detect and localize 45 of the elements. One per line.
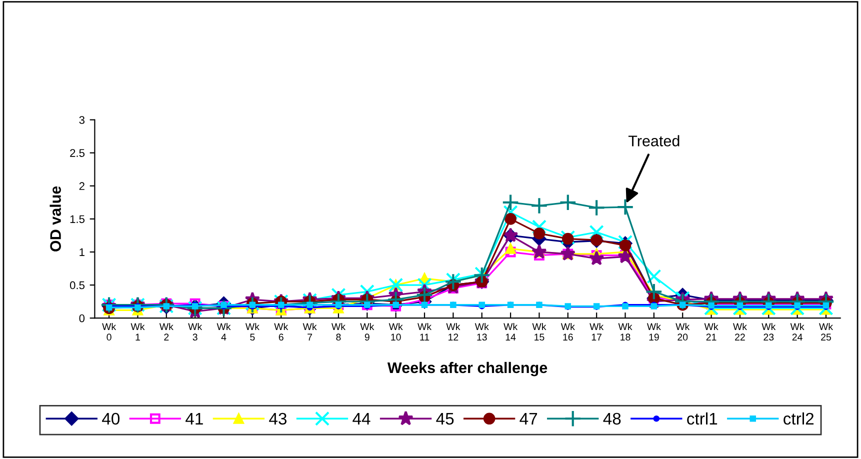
legend-label: 40 (102, 412, 120, 425)
x-tick-label: Wk 1 (130, 322, 145, 340)
legend-label: ctrl1 (687, 412, 718, 425)
y-tick-label: 0.5 (70, 281, 85, 290)
annotation: Treated (628, 135, 680, 146)
x-tick-label: Wk 19 (646, 322, 661, 341)
x-tick-label: Wk 18 (618, 322, 632, 341)
x-tick-label: Wk 25 (819, 322, 834, 341)
x-tick-label: Wk 3 (188, 322, 202, 341)
x-tick-label: Wk 17 (590, 322, 604, 340)
x-tick-label: Wk 0 (102, 322, 116, 341)
legend-label: ctrl2 (784, 412, 814, 425)
x-tick-label: Wk 11 (418, 322, 432, 340)
legend-label: 48 (603, 412, 621, 425)
legend-label: 44 (352, 413, 370, 424)
y-tick-label: 3 (79, 116, 84, 124)
x-tick-label: Wk 24 (790, 322, 804, 340)
x-tick-label: Wk 5 (245, 322, 260, 341)
x-tick-label: Wk 12 (446, 322, 460, 340)
y-tick-label: 1.5 (70, 215, 85, 224)
x-axis-title: Weeks after challenge (387, 362, 548, 376)
x-tick-label: Wk 8 (331, 322, 346, 341)
legend-label: 41 (186, 413, 203, 424)
y-tick-label: 2 (79, 182, 84, 190)
x-tick-label: Wk 9 (360, 322, 374, 341)
x-tick-label: Wk 21 (704, 322, 718, 340)
y-tick-label: 1 (80, 248, 84, 256)
x-tick-label: Wk 13 (474, 322, 489, 341)
x-tick-label: Wk 2 (159, 322, 174, 340)
x-tick-label: Wk 23 (762, 322, 776, 341)
y-tick-label: 2.5 (70, 149, 85, 157)
x-tick-label: Wk 16 (560, 322, 575, 341)
x-tick-label: Wk 4 (216, 322, 231, 340)
x-tick-label: Wk 20 (676, 322, 690, 341)
x-tick-label: Wk 14 (504, 322, 518, 340)
y-axis-title: OD value (50, 186, 61, 252)
x-tick-label: Wk 10 (388, 322, 403, 341)
x-tick-label: Wk 6 (274, 322, 288, 341)
x-tick-label: Wk 22 (732, 322, 747, 340)
legend-label: 43 (269, 412, 287, 425)
y-tick-label: 0 (79, 314, 85, 322)
x-tick-label: Wk 15 (532, 322, 546, 341)
legend-label: 45 (436, 413, 454, 425)
legend-label: 47 (520, 413, 538, 424)
x-tick-label: Wk 7 (302, 322, 317, 340)
